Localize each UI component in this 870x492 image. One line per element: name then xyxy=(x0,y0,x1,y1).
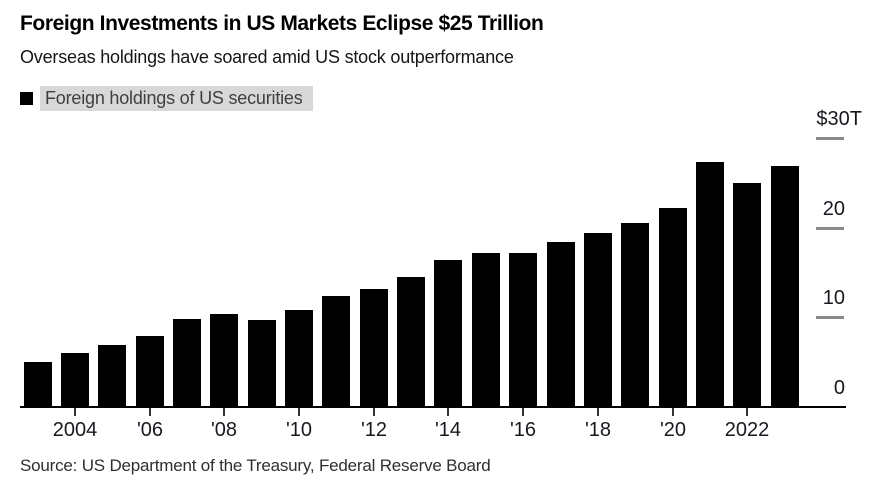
bar-2019 xyxy=(621,223,649,407)
y-tick-label-20: 20 xyxy=(822,198,845,220)
bar-2015 xyxy=(472,253,500,407)
x-tick-label-2022: 2022 xyxy=(724,419,770,441)
bar-2005 xyxy=(98,345,126,407)
x-tick-label-2010: '10 xyxy=(285,419,313,441)
y-tick-dash-30 xyxy=(816,137,844,140)
bar-2011 xyxy=(322,296,350,407)
x-tick-2004 xyxy=(74,408,76,416)
bar-2010 xyxy=(285,310,313,407)
bar-2004 xyxy=(61,353,89,407)
y-tick-dash-10 xyxy=(816,316,844,319)
bar-2009 xyxy=(248,320,276,407)
x-axis-baseline xyxy=(20,406,846,408)
bar-2021 xyxy=(696,162,724,407)
bar-2006 xyxy=(136,336,164,407)
x-tick-2014 xyxy=(447,408,449,416)
bar-2023 xyxy=(771,166,799,407)
legend-swatch-square-icon xyxy=(20,92,33,105)
x-tick-label-2006: '06 xyxy=(136,419,164,441)
x-tick-2012 xyxy=(373,408,375,416)
bar-2008 xyxy=(210,314,238,407)
y-tick-dash-20 xyxy=(816,227,844,230)
x-tick-label-2008: '08 xyxy=(210,419,238,441)
x-tick-label-2012: '12 xyxy=(360,419,388,441)
bar-2016 xyxy=(509,253,537,407)
bar-2022 xyxy=(733,183,761,407)
bar-2018 xyxy=(584,233,612,407)
x-tick-2018 xyxy=(597,408,599,416)
y-tick-label-0: 0 xyxy=(833,377,845,399)
x-tick-2022 xyxy=(746,408,748,416)
chart-title: Foreign Investments in US Markets Eclips… xyxy=(20,12,544,35)
x-tick-label-2014: '14 xyxy=(434,419,462,441)
x-tick-label-2020: '20 xyxy=(659,419,687,441)
bar-2013 xyxy=(397,277,425,407)
x-tick-2010 xyxy=(298,408,300,416)
x-tick-2008 xyxy=(223,408,225,416)
bar-2012 xyxy=(360,289,388,407)
x-tick-label-2016: '16 xyxy=(509,419,537,441)
x-tick-2006 xyxy=(149,408,151,416)
x-tick-label-2018: '18 xyxy=(584,419,612,441)
bar-2014 xyxy=(434,260,462,407)
bar-2020 xyxy=(659,208,687,407)
legend-label: Foreign holdings of US securities xyxy=(40,86,313,111)
y-tick-label-30: $30T xyxy=(816,108,862,130)
chart-subtitle: Overseas holdings have soared amid US st… xyxy=(20,47,514,67)
x-tick-2020 xyxy=(672,408,674,416)
bar-2007 xyxy=(173,319,201,407)
x-tick-2016 xyxy=(522,408,524,416)
bar-2017 xyxy=(547,242,575,407)
x-tick-label-2004: 2004 xyxy=(52,419,98,441)
legend: Foreign holdings of US securities xyxy=(20,86,313,111)
y-tick-label-10: 10 xyxy=(822,287,845,309)
bar-2003 xyxy=(24,362,52,407)
source-note: Source: US Department of the Treasury, F… xyxy=(20,456,491,475)
